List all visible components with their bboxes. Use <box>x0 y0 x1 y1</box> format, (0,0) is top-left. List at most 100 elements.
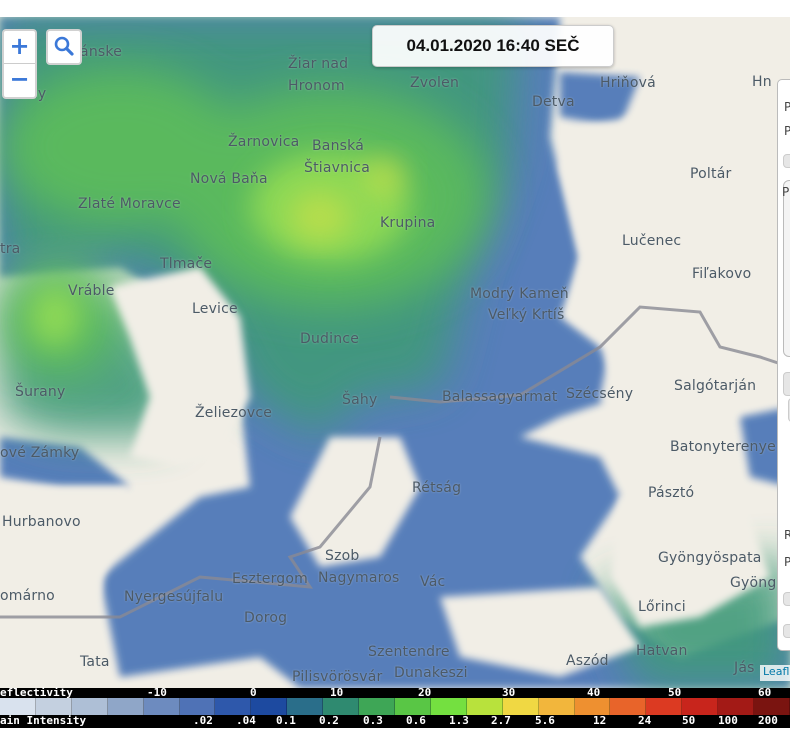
place-label: Vác <box>420 574 446 590</box>
place-label: Šahy <box>342 392 378 408</box>
place-label: Dudince <box>300 331 360 347</box>
panel-button[interactable] <box>783 592 790 606</box>
place-label: Dorog <box>244 610 288 626</box>
color-swatch <box>682 698 719 715</box>
radar-legend: eflectivity -10 0 10 20 30 40 50 60 ain Intensi… <box>0 686 790 728</box>
place-label: Zlaté Moravce <box>78 196 181 212</box>
place-label: Jás <box>734 660 755 676</box>
color-swatch <box>0 698 36 715</box>
intensity-tick: 5.6 <box>535 714 555 727</box>
place-label: Hn <box>752 74 772 90</box>
panel-row: P <box>782 185 790 199</box>
panel-button[interactable] <box>783 372 790 396</box>
place-label: Lučenec <box>622 233 682 249</box>
place-label: Žiar nad <box>288 56 349 72</box>
intensity-tick: 100 <box>718 714 738 727</box>
color-swatch <box>574 698 611 715</box>
color-swatch <box>502 698 539 715</box>
zoom-control: + − <box>2 29 37 99</box>
place-label: Poltár <box>690 166 732 182</box>
intensity-tick: 0.6 <box>406 714 426 727</box>
color-swatch <box>754 698 790 715</box>
intensity-tick: 0.3 <box>363 714 383 727</box>
place-label: omárno <box>0 588 55 604</box>
zoom-out-button[interactable]: − <box>9 65 30 93</box>
place-label: Lőrinci <box>638 599 686 615</box>
place-label: Štiavnica <box>304 160 370 176</box>
panel-button[interactable] <box>783 624 790 638</box>
place-label: Levice <box>192 301 238 317</box>
place-label: Pilisvörösvár <box>292 669 383 685</box>
intensity-label: ain Intensity <box>0 714 87 727</box>
leaflet-attribution[interactable]: Leafl <box>760 665 790 681</box>
reflectivity-tick: 50 <box>668 686 682 699</box>
search-button[interactable] <box>46 29 82 65</box>
place-label: Detva <box>532 94 575 110</box>
reflectivity-tick: -10 <box>147 686 167 699</box>
reflectivity-tick: 20 <box>418 686 432 699</box>
intensity-tick: 1.3 <box>449 714 469 727</box>
intensity-tick: 200 <box>758 714 778 727</box>
place-label: Esztergom <box>232 571 308 587</box>
search-icon <box>54 36 74 56</box>
zoom-in-button[interactable]: + <box>4 31 35 64</box>
radar-map[interactable]: artizánskelčanyŽiar nadHronomZvolenHriňo… <box>0 17 790 688</box>
place-label: Nyergesújfalu <box>124 589 224 605</box>
color-swatch <box>179 698 216 715</box>
place-label: Veľký Krtíš <box>488 307 565 323</box>
panel-button[interactable] <box>783 154 790 168</box>
color-swatch <box>215 698 252 715</box>
color-swatch <box>35 698 72 715</box>
place-label: Dunakeszi <box>394 665 468 681</box>
place-label: Hriňová <box>600 75 656 91</box>
panel-row: P <box>784 124 790 138</box>
place-label: Hatvan <box>636 643 688 659</box>
place-label: Tlmače <box>160 256 213 272</box>
color-scale <box>0 698 790 715</box>
reflectivity-tick: 10 <box>330 686 344 699</box>
panel-row: R <box>784 528 790 542</box>
place-label: Banská <box>312 138 364 154</box>
place-label: ové Zámky <box>0 445 80 461</box>
place-label: tra <box>0 241 21 257</box>
intensity-tick: 2.7 <box>491 714 511 727</box>
color-swatch <box>430 698 467 715</box>
place-label: Salgótarján <box>674 378 757 394</box>
place-label: Szob <box>325 548 360 564</box>
place-label: Nagymaros <box>318 570 400 586</box>
place-label: Tata <box>80 654 110 670</box>
intensity-tick: 0.1 <box>276 714 296 727</box>
reflectivity-tick: 30 <box>502 686 516 699</box>
intensity-tick: 24 <box>638 714 652 727</box>
place-label: Szécsény <box>566 386 634 402</box>
place-label: Hronom <box>288 78 345 94</box>
color-swatch <box>71 698 108 715</box>
radar-timestamp: 04.01.2020 16:40 SEČ <box>372 25 614 67</box>
place-label: Želiezovce <box>195 405 273 421</box>
place-label: Batonyterenye <box>670 439 776 455</box>
color-swatch <box>323 698 360 715</box>
place-label: Gyöng <box>730 575 777 591</box>
panel-slider[interactable]: P <box>782 180 790 357</box>
place-label: Pásztó <box>648 485 695 501</box>
intensity-tick: .04 <box>236 714 256 727</box>
reflectivity-tick: 60 <box>758 686 772 699</box>
color-swatch <box>394 698 431 715</box>
color-swatch <box>466 698 503 715</box>
color-swatch <box>143 698 180 715</box>
place-label: Žarnovica <box>228 134 300 150</box>
radar-overlay <box>0 17 790 688</box>
place-label: Rétság <box>412 480 462 496</box>
place-label: Szentendre <box>368 644 450 660</box>
color-swatch <box>718 698 755 715</box>
color-swatch <box>646 698 683 715</box>
reflectivity-label: eflectivity <box>0 686 73 699</box>
intensity-tick: .02 <box>193 714 213 727</box>
place-label: Nová Baňa <box>190 171 268 187</box>
color-swatch <box>359 698 395 715</box>
panel-row: P <box>784 555 790 569</box>
layer-panel[interactable]: P P P R P <box>777 79 790 651</box>
place-label: Aszód <box>566 653 609 669</box>
place-label: Fiľakovo <box>692 266 752 282</box>
color-swatch <box>107 698 144 715</box>
